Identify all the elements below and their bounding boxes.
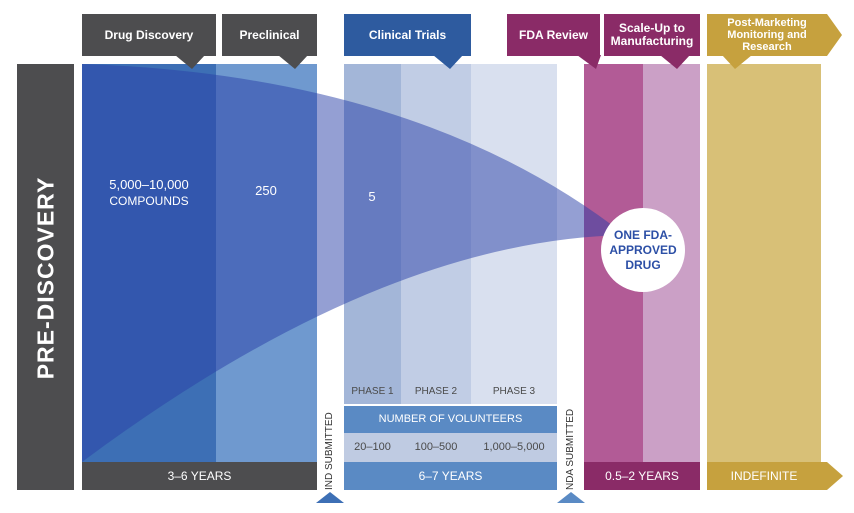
clinical-trials-title: Clinical Trials <box>368 27 447 42</box>
duration-discovery-preclinical: 3–6 YEARS <box>167 469 232 483</box>
duration-clinical: 6–7 YEARS <box>418 469 483 483</box>
scale-up-title-line1: Scale-Up to <box>618 21 685 35</box>
phase3-volunteers: 1,000–5,000 <box>483 441 545 453</box>
approved-drug-line3: DRUG <box>625 257 661 272</box>
post-marketing-title: Post-Marketing Monitoring and Research <box>707 12 827 58</box>
preclinical-title: Preclinical <box>239 27 300 42</box>
preclinical-tab-pointer <box>278 55 308 69</box>
phase2-label: PHASE 2 <box>414 386 458 397</box>
nda-marker-triangle <box>557 492 585 503</box>
ind-marker-triangle <box>316 492 344 503</box>
duration-review-scaleup: 0.5–2 YEARS <box>605 469 679 483</box>
clinical-count: 5 <box>368 189 376 204</box>
phase3-label: PHASE 3 <box>492 386 536 397</box>
compounds-count-line2: COMPOUNDS <box>109 194 189 208</box>
post-marketing-column <box>707 64 821 462</box>
drug-discovery-tab <box>82 14 216 56</box>
clinical-trials-tab <box>344 14 471 56</box>
fda-review-title: FDA Review <box>519 27 588 42</box>
duration-bar-clinical <box>344 462 557 490</box>
approved-drug-circle: ONE FDA- APPROVED DRUG <box>601 208 685 292</box>
pre-discovery-bar <box>17 64 74 490</box>
post-marketing-title-line2: Monitoring and <box>727 29 807 41</box>
volunteers-header-bar <box>344 406 557 433</box>
drug-discovery-tab-pointer <box>175 55 205 69</box>
scale-up-title-line2: Manufacturing <box>610 34 694 48</box>
phase1-label: PHASE 1 <box>351 386 394 397</box>
clinical-trials-tab-pointer <box>433 55 463 69</box>
duration-bar-review <box>584 462 700 490</box>
ind-submitted-label: IND SUBMITTED <box>324 412 335 490</box>
compounds-count: 5,000–10,000 COMPOUNDS <box>84 177 214 209</box>
post-marketing-title-line1: Post-Marketing <box>727 17 807 29</box>
duration-post-marketing: INDEFINITE <box>730 469 798 483</box>
nda-submitted-label: NDA SUBMITTED <box>565 408 576 490</box>
scale-up-title: Scale-Up to Manufacturing <box>604 14 700 56</box>
scale-up-tab-pointer <box>660 55 690 69</box>
scale-up-tab <box>604 14 700 56</box>
preclinical-count: 250 <box>255 183 277 198</box>
post-marketing-title-line3: Research <box>742 41 792 53</box>
fda-review-tab <box>507 14 600 56</box>
preclinical-tab <box>222 14 317 56</box>
approved-drug-line2: APPROVED <box>609 242 677 257</box>
fda-review-tab-pointer <box>577 55 601 69</box>
post-marketing-tab <box>707 14 842 69</box>
approved-drug-line1: ONE FDA- <box>614 227 672 242</box>
volunteers-header: NUMBER OF VOLUNTEERS <box>378 413 523 425</box>
duration-bar-discovery <box>82 462 317 490</box>
volunteers-row <box>344 433 557 462</box>
compounds-count-line1: 5,000–10,000 <box>109 177 189 192</box>
duration-bar-post-marketing <box>707 462 843 490</box>
phase1-volunteers: 20–100 <box>354 441 391 453</box>
phase2-volunteers: 100–500 <box>414 441 458 453</box>
drug-discovery-title: Drug Discovery <box>104 27 194 42</box>
